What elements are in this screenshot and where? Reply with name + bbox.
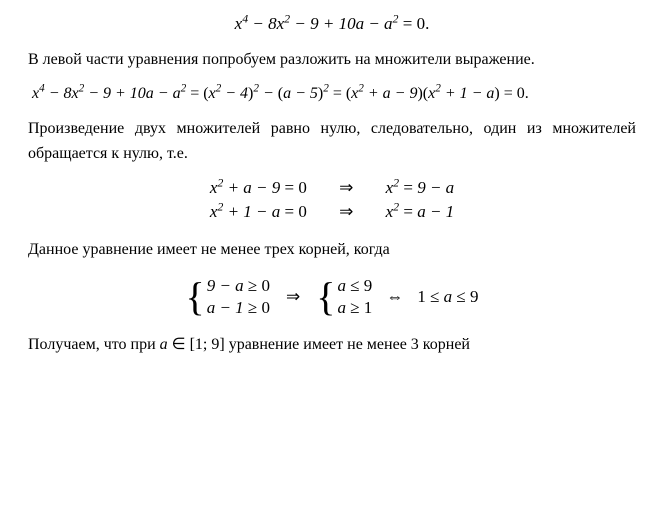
system-2-line-1: a ≤ 9 bbox=[337, 275, 372, 297]
left-brace-icon: { bbox=[316, 277, 335, 317]
paragraph-2: Произведение двух множителей равно нулю,… bbox=[28, 117, 636, 167]
equation-factorization: x4 − 8x2 − 9 + 10a − a2 = (x2 − 4)2 − (a… bbox=[32, 85, 636, 103]
equation-main: x4 − 8x2 − 9 + 10a − a2 = 0. bbox=[28, 14, 636, 34]
equation-pair-line-2: x2 + 1 − a = 0 ⇒ x2 = a − 1 bbox=[28, 202, 636, 222]
system-group-2: { a ≤ 9 a ≥ 1 bbox=[316, 275, 372, 319]
paragraph-3: Данное уравнение имеет не менее трех кор… bbox=[28, 238, 636, 263]
paragraph-4: Получаем, что при a ∈ [1; 9] уравнение и… bbox=[28, 333, 636, 358]
para4-variable-a: a bbox=[160, 336, 168, 353]
equation-pair-line-1: x2 + a − 9 = 0 ⇒ x2 = 9 − a bbox=[28, 178, 636, 198]
system-1-line-2: a − 1 ≥ 0 bbox=[207, 297, 270, 319]
eq-factor-text: x4 − 8x2 − 9 + 10a − a2 = (x2 − 4)2 − (a… bbox=[32, 85, 529, 102]
para4-interval: [1; 9] bbox=[190, 336, 225, 353]
system-group-1: { 9 − a ≥ 0 a − 1 ≥ 0 bbox=[185, 275, 270, 319]
system-2-lines: a ≤ 9 a ≥ 1 bbox=[337, 275, 372, 319]
equation-system: { 9 − a ≥ 0 a − 1 ≥ 0 ⇒ { a ≤ 9 a ≥ 1 ⇔ … bbox=[28, 275, 636, 319]
arrow-right-icon: ⇒ bbox=[276, 287, 310, 307]
arrow-right-icon: ⇒ bbox=[329, 202, 363, 222]
eq-main-text: x4 − 8x2 − 9 + 10a − a2 = 0. bbox=[235, 14, 430, 33]
para4-post: уравнение имеет не менее 3 корней bbox=[229, 336, 470, 353]
system-2-line-2: a ≥ 1 bbox=[337, 297, 372, 319]
arrow-right-icon: ⇒ bbox=[329, 178, 363, 198]
para4-in: ∈ bbox=[168, 336, 190, 353]
paragraph-1: В левой части уравнения попробуем разлож… bbox=[28, 48, 636, 73]
system-1-lines: 9 − a ≥ 0 a − 1 ≥ 0 bbox=[207, 275, 270, 319]
system-final: 1 ≤ a ≤ 9 bbox=[417, 287, 478, 307]
left-brace-icon: { bbox=[185, 277, 204, 317]
arrow-both-icon: ⇔ bbox=[378, 287, 411, 307]
document-page: x4 − 8x2 − 9 + 10a − a2 = 0. В левой час… bbox=[0, 0, 664, 378]
para4-pre: Получаем, что при bbox=[28, 336, 160, 353]
equation-pair: x2 + a − 9 = 0 ⇒ x2 = 9 − a x2 + 1 − a =… bbox=[28, 178, 636, 222]
system-1-line-1: 9 − a ≥ 0 bbox=[207, 275, 270, 297]
